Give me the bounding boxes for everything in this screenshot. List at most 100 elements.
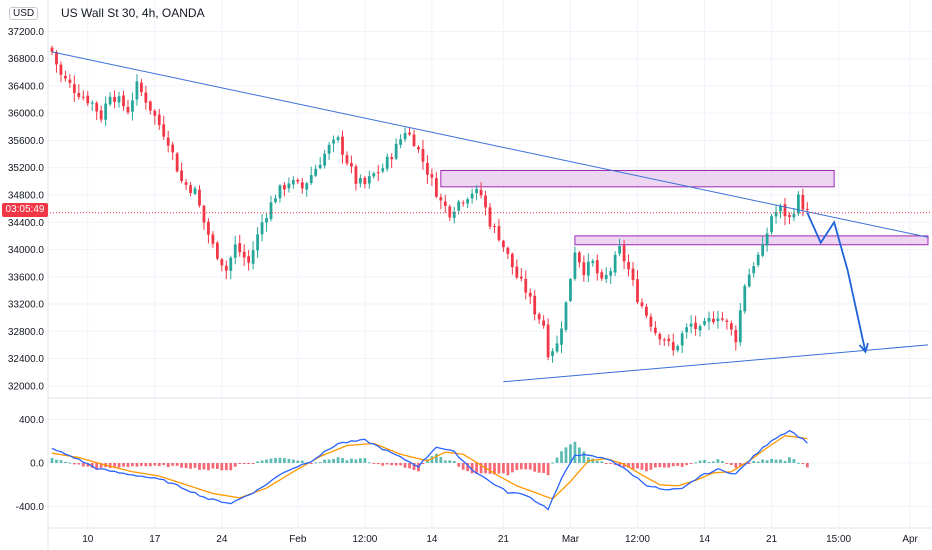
bear-candle — [215, 242, 219, 259]
bear-candle — [506, 247, 510, 254]
histogram-bar — [113, 463, 116, 467]
bull-candle — [314, 168, 318, 176]
bear-candle — [140, 82, 143, 93]
bull-candle — [779, 205, 782, 212]
histogram-bar — [479, 463, 483, 474]
bear-candle — [434, 178, 438, 197]
time-tick-label: 17 — [149, 534, 161, 545]
histogram-bar — [636, 463, 639, 469]
histogram-bar — [327, 459, 331, 463]
bear-candle — [533, 295, 537, 315]
histogram-bar — [376, 463, 380, 465]
bull-candle — [117, 96, 121, 103]
histogram-bar — [283, 458, 286, 463]
currency-badge[interactable]: USD — [9, 7, 39, 20]
bull-candle — [792, 213, 796, 218]
price-axis[interactable]: 37200.0 36800.0 36400.0 36000.0 35600.0 35200… — [8, 27, 45, 513]
bear-candle — [296, 179, 300, 182]
bear-candle — [528, 292, 532, 297]
histogram-bar — [792, 459, 796, 463]
bull-candle — [251, 250, 255, 264]
histogram-bar — [797, 462, 800, 464]
histogram-bar — [466, 463, 470, 472]
candles-layer — [50, 45, 809, 363]
price-tick-label: 36800.0 — [8, 54, 45, 65]
bear-candle — [729, 323, 733, 330]
histogram-bar — [721, 461, 724, 463]
bear-candle — [582, 262, 586, 276]
histogram-bar — [738, 463, 742, 466]
bear-candle — [578, 252, 581, 263]
histogram-bar — [488, 463, 492, 474]
price-tick-label: 34000.0 — [8, 245, 45, 256]
bear-candle — [622, 245, 626, 262]
histogram-bar — [140, 463, 143, 466]
histogram-bar — [564, 447, 568, 463]
histogram-bar — [59, 460, 63, 463]
macd-tick-label: -400.0 — [16, 502, 45, 513]
histogram-bar — [680, 463, 684, 467]
histogram-bar — [524, 463, 528, 470]
price-tick-label: 36000.0 — [8, 109, 45, 120]
bear-candle — [376, 172, 380, 174]
bull-candle — [452, 211, 456, 219]
bull-candle — [135, 81, 139, 100]
histogram-bar — [117, 463, 121, 468]
histogram-bar — [506, 463, 510, 476]
histogram-bar — [314, 462, 318, 464]
bear-candle — [341, 136, 344, 155]
bear-candle — [430, 174, 434, 178]
time-tick-label: 24 — [216, 534, 228, 545]
histogram-bar — [510, 463, 514, 473]
bear-candle — [189, 185, 192, 193]
bull-candle — [475, 189, 478, 194]
bear-candle — [734, 329, 738, 343]
histogram-bar — [269, 458, 273, 463]
bull-candle — [336, 137, 340, 140]
histogram-bar — [569, 444, 572, 463]
histogram-bar — [707, 462, 711, 464]
bear-candle — [363, 177, 367, 185]
histogram-bar — [515, 463, 519, 470]
histogram-bar — [747, 463, 751, 464]
histogram-bar — [627, 463, 630, 468]
price-tick-label: 32000.0 — [8, 381, 45, 392]
bull-candle — [291, 180, 295, 185]
bear-candle — [283, 185, 286, 190]
histogram-bar — [332, 458, 335, 463]
histogram-bar — [658, 463, 662, 468]
histogram-bar — [640, 463, 644, 470]
histogram-bar — [645, 463, 648, 472]
histogram-bar — [184, 463, 188, 469]
time-tick-label: 10 — [82, 534, 94, 545]
bull-candle — [327, 144, 331, 154]
time-axis[interactable]: 10 17 24 Feb 12:00 14 21 Mar 12:00 14 21 15:00 Apr — [82, 534, 918, 545]
bull-candle — [470, 193, 474, 199]
bear-candle — [345, 155, 349, 164]
bear-candle — [484, 195, 487, 208]
countdown-price-tag: 03:05:49 — [2, 203, 48, 217]
histogram-bar — [653, 463, 657, 468]
histogram-bar — [618, 463, 621, 467]
signal-line — [51, 435, 808, 500]
bear-candle — [636, 279, 639, 303]
histogram-bar — [685, 463, 689, 466]
bear-candle — [162, 124, 166, 137]
bull-candle — [573, 252, 577, 279]
bear-candle — [157, 114, 161, 126]
bull-candle — [770, 216, 773, 233]
histogram-bar — [439, 457, 443, 463]
bear-candle — [502, 240, 505, 248]
histogram-bar — [412, 463, 416, 471]
price-tick-label: 36400.0 — [8, 81, 45, 92]
histogram-bar — [765, 460, 769, 463]
histogram-bar — [528, 463, 532, 470]
bear-candle — [421, 148, 425, 162]
histogram-bar — [443, 460, 447, 463]
histogram-bar — [247, 463, 251, 464]
bull-candle — [586, 261, 590, 276]
price-tick-label: 37200.0 — [8, 27, 45, 38]
bear-candle — [113, 96, 116, 102]
bull-candle — [256, 234, 259, 251]
